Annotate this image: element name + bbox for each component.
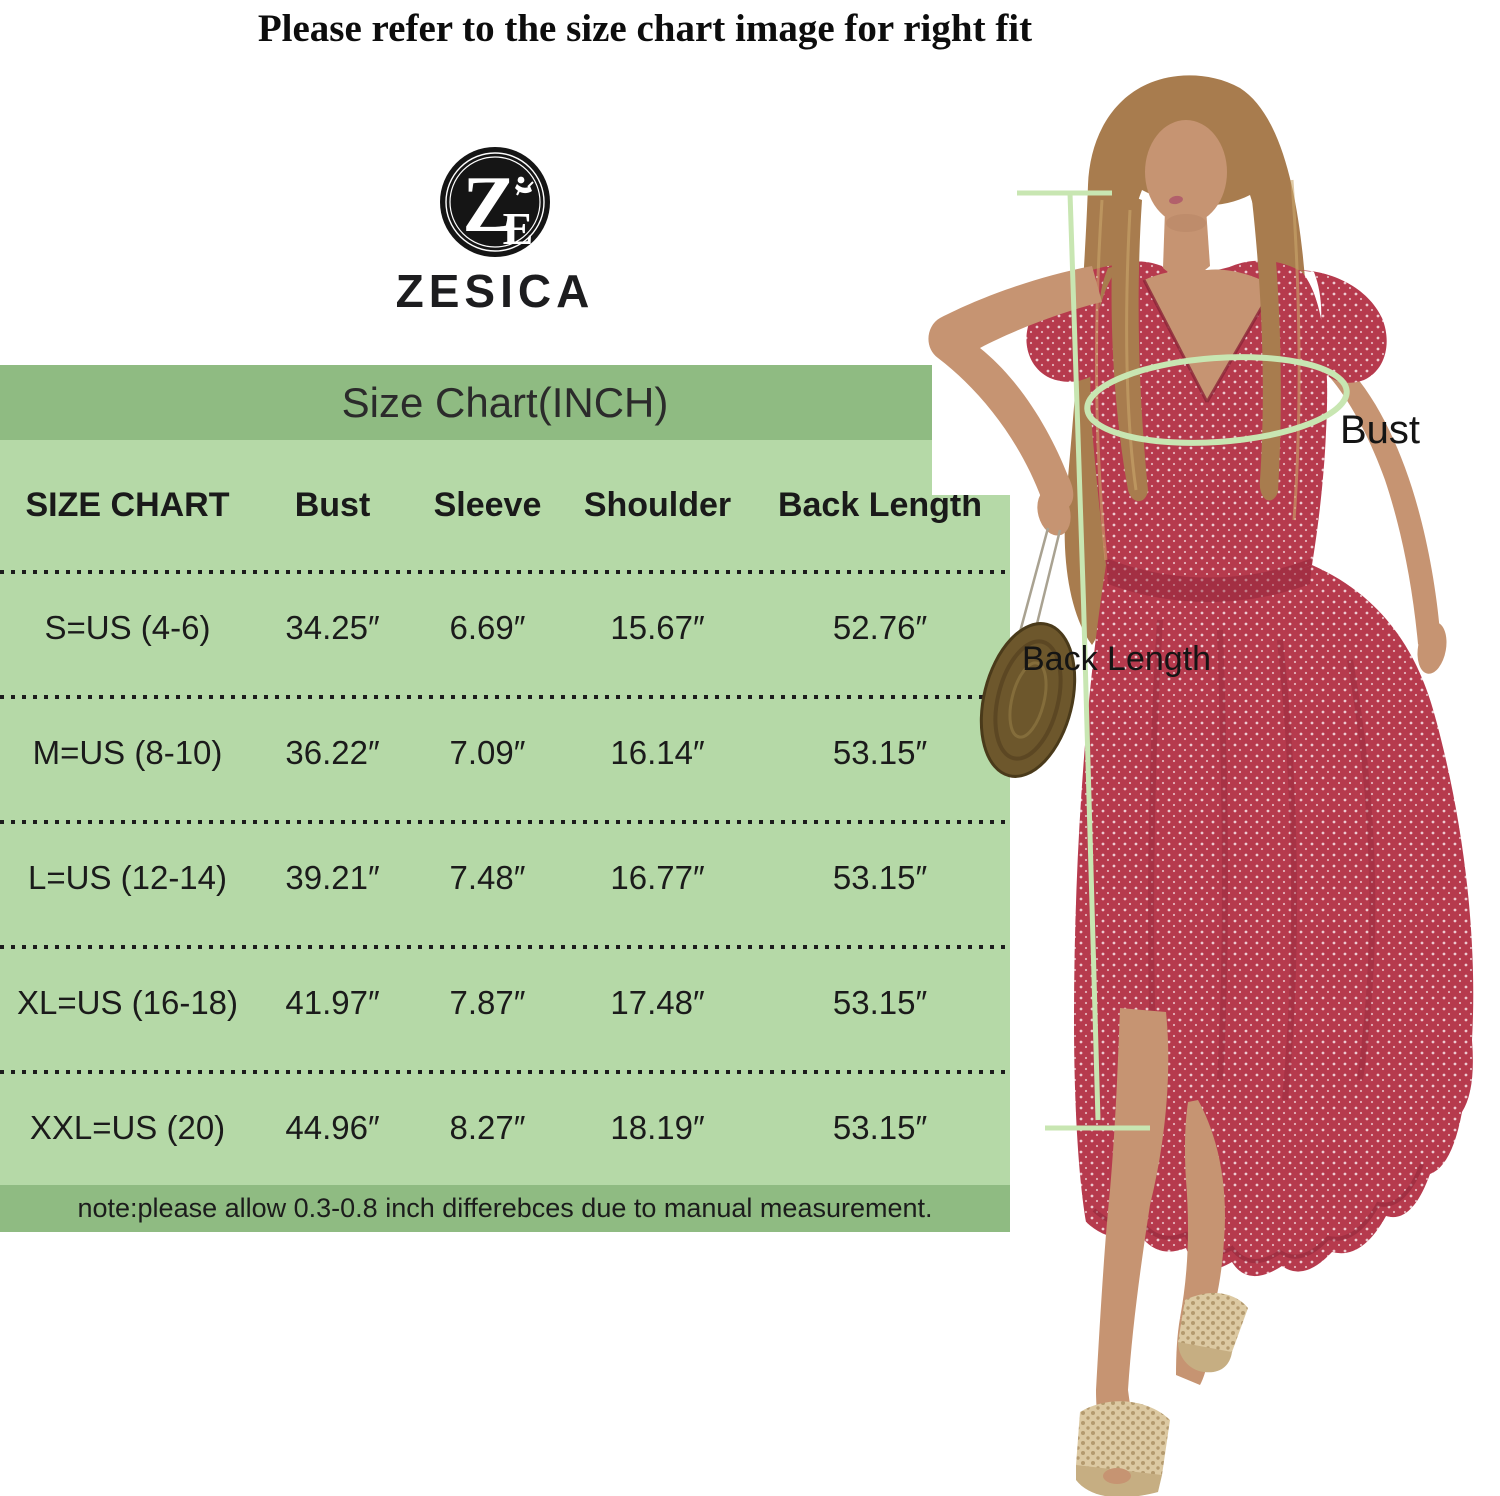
cell-bust: 39.21″ (285, 859, 380, 896)
logo-ring-outer (445, 152, 545, 252)
bag-strings (1018, 527, 1062, 637)
neck (1163, 208, 1210, 278)
back-sandal (1178, 1293, 1248, 1357)
chin-shadow (1166, 214, 1206, 232)
chest (1144, 269, 1274, 402)
cell-bust: 44.96″ (285, 1109, 380, 1146)
cell-size: M=US (8-10) (32, 734, 223, 771)
hair-strand-front-right (1252, 200, 1281, 501)
cell-sleeve: 7.48″ (449, 859, 526, 896)
toes (1103, 1468, 1131, 1484)
cell-sleeve: 7.09″ (449, 734, 526, 771)
logo-ring-inner (449, 156, 541, 248)
page-title: Please refer to the size chart image for… (257, 7, 1033, 50)
col-header-size: SIZE CHART (25, 486, 230, 524)
cell-sleeve: 6.69″ (449, 609, 526, 646)
right-hand (1037, 488, 1071, 536)
cell-shoulder: 16.77″ (610, 859, 705, 896)
size-chart-table: Size Chart(INCH) SIZE CHART Bust Sleeve … (0, 365, 1010, 1232)
cell-shoulder: 16.14″ (610, 734, 705, 771)
front-leg (1096, 1008, 1169, 1390)
front-sandal (1076, 1401, 1170, 1486)
cell-size: XXL=US (20) (29, 1109, 226, 1146)
col-header-shoulder: Shoulder (583, 486, 732, 524)
column-header-row: SIZE CHART Bust Sleeve Shoulder Back Len… (0, 480, 1010, 530)
right-arm (928, 266, 1102, 513)
cell-bust: 41.97″ (285, 984, 380, 1021)
measurement-overlays (1017, 190, 1350, 1131)
back-leg (1180, 1100, 1225, 1328)
logo-circle (440, 147, 550, 257)
cell-sleeve: 7.87″ (449, 984, 526, 1021)
table-row-m: M=US (8-10) 36.22″ 7.09″ 16.14″ 53.15″ (0, 728, 1010, 778)
left-flutter-sleeve (1296, 270, 1387, 383)
left-hand (1417, 622, 1447, 674)
row-divider (0, 820, 1010, 824)
table-row-s: S=US (4-6) 34.25″ 6.69″ 15.67″ 52.76″ (0, 603, 1010, 653)
measurement-note: note:please allow 0.3-0.8 inch differebc… (0, 1185, 1010, 1232)
logo-monogram-e: E (503, 203, 534, 254)
row-divider (0, 945, 1010, 949)
row-divider (0, 1070, 1010, 1074)
left-arm (1325, 355, 1441, 653)
back-length-line (1067, 192, 1101, 1121)
logo-dancer-icon (515, 176, 534, 196)
cell-shoulder: 15.67″ (610, 609, 705, 646)
col-header-bust: Bust (294, 486, 371, 524)
hair-strand-front-left (1111, 190, 1148, 502)
cell-back-length: 53.15″ (832, 734, 928, 771)
cell-back-length: 52.76″ (832, 609, 928, 646)
back-length-annotation-label: Back Length (1022, 640, 1212, 678)
hair-highlights (1094, 179, 1301, 561)
cell-shoulder: 18.19″ (610, 1109, 705, 1146)
size-chart-body (0, 440, 1010, 1185)
table-row-xl: XL=US (16-18) 41.97″ 7.87″ 17.48″ 53.15″ (0, 978, 1010, 1028)
dress-skirt (1074, 565, 1474, 1277)
cell-sleeve: 8.27″ (449, 1109, 526, 1146)
row-divider (0, 570, 1010, 574)
bust-measure-ellipse (1084, 354, 1350, 446)
row-divider (0, 695, 1010, 699)
col-header-sleeve: Sleeve (433, 486, 542, 524)
brand-name: ZESICA (395, 265, 595, 317)
face (1145, 120, 1227, 224)
cell-back-length: 53.15″ (832, 859, 928, 896)
waist-tie (1106, 558, 1312, 602)
brand-logo: Z E (440, 147, 550, 257)
lips (1169, 195, 1183, 205)
model-photo (928, 75, 1500, 1496)
logo-monogram-z: Z (462, 161, 515, 249)
size-chart-title: Size Chart(INCH) (341, 379, 669, 426)
cell-back-length: 53.15″ (832, 1109, 928, 1146)
cell-bust: 36.22″ (285, 734, 380, 771)
cell-size: L=US (12-14) (27, 859, 227, 896)
size-chart-title-band: Size Chart(INCH) (0, 365, 1010, 440)
cell-size: XL=US (16-18) (16, 984, 239, 1021)
cell-shoulder: 17.48″ (610, 984, 705, 1021)
back-sandal-sole (1178, 1342, 1232, 1373)
bust-annotation-label: Bust (1340, 408, 1421, 452)
table-row-l: L=US (12-14) 39.21″ 7.48″ 16.77″ 53.15″ (0, 853, 1010, 903)
cell-size: S=US (4-6) (44, 609, 211, 646)
table-row-xxl: XXL=US (20) 44.96″ 8.27″ 18.19″ 53.15″ (0, 1103, 1010, 1153)
straw-bag (979, 622, 1077, 778)
cell-bust: 34.25″ (285, 609, 380, 646)
cell-back-length: 53.15″ (832, 984, 928, 1021)
